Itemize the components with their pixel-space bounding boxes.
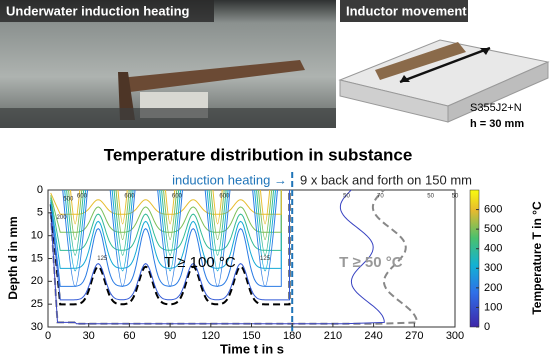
region-label: T ≥ 100 °C xyxy=(164,254,236,271)
thickness: h = 30 mm xyxy=(470,118,524,130)
contour-finger xyxy=(163,189,178,241)
contour-label: 200 xyxy=(57,215,68,221)
contour-finger xyxy=(256,189,275,256)
contour-finger xyxy=(252,189,278,288)
x-tick-label: 30 xyxy=(83,330,95,342)
contour-line xyxy=(50,190,282,233)
x-tick-label: 150 xyxy=(242,330,260,342)
contour-label: 50 xyxy=(427,194,434,200)
contour-finger xyxy=(257,189,273,241)
contour-finger xyxy=(64,189,87,272)
contour-finger xyxy=(62,189,89,288)
contour-finger xyxy=(212,189,223,225)
contour-line xyxy=(50,190,290,301)
y-tick-label: 5 xyxy=(37,207,43,219)
contour-finger xyxy=(208,189,227,256)
y-tick-label: 20 xyxy=(31,275,43,287)
contour-finger xyxy=(109,189,136,288)
label-box xyxy=(0,0,214,22)
contour-label: 600 xyxy=(172,194,183,200)
contour-label: 125 xyxy=(97,256,108,262)
contour-finger xyxy=(157,189,184,288)
photo-label: Inductor movement xyxy=(346,3,467,18)
contour-label: 600 xyxy=(124,194,135,200)
x-tick-label: 60 xyxy=(123,330,135,342)
colorbar-label: Temperature T in °C xyxy=(530,201,544,315)
contour-finger xyxy=(159,189,182,272)
y-tick-label: 0 xyxy=(37,184,43,196)
contour-line xyxy=(50,190,282,269)
contour-label: 600 xyxy=(219,194,230,200)
contour-label: 70 xyxy=(377,194,384,200)
contour-finger xyxy=(115,189,130,241)
label-box xyxy=(340,0,468,22)
contour-finger xyxy=(259,189,271,225)
contour-finger xyxy=(204,189,231,288)
contour-label: 500 xyxy=(63,197,74,203)
y-tick-label: 15 xyxy=(31,252,43,264)
colorbar-tick-label: 100 xyxy=(484,301,502,313)
contour-line xyxy=(50,190,282,215)
contour-finger xyxy=(69,189,81,225)
y-axis-label: Depth d in mm xyxy=(6,216,20,299)
contour-line xyxy=(50,190,282,287)
contour-finger xyxy=(117,189,128,225)
contour-finger xyxy=(164,189,176,225)
x-tick-label: 180 xyxy=(283,330,301,342)
y-tick-label: 25 xyxy=(31,298,43,310)
colorbar xyxy=(469,189,480,328)
contour-line xyxy=(49,190,291,306)
chart-title: Temperature distribution in substance xyxy=(104,145,413,164)
contour-label: 50 xyxy=(343,194,350,200)
photo-label: Underwater induction heating xyxy=(6,3,190,18)
y-tick-label: 30 xyxy=(31,321,43,333)
contour-finger xyxy=(68,189,83,241)
contour-label: 600 xyxy=(77,194,88,200)
x-axis-label: Time t in s xyxy=(220,341,284,356)
colorbar-tick-label: 500 xyxy=(484,223,502,235)
inductor-arm xyxy=(120,60,305,92)
contour-line xyxy=(50,190,282,251)
x-tick-label: 120 xyxy=(202,330,220,342)
contour-finger xyxy=(113,189,132,256)
inductor xyxy=(375,42,466,80)
contour-label: 125 xyxy=(260,256,271,262)
x-tick-label: 270 xyxy=(405,330,423,342)
contour-finger xyxy=(206,189,229,272)
contour-label: 50 xyxy=(452,194,459,200)
x-tick-label: 300 xyxy=(446,330,464,342)
colorbar-tick-label: 0 xyxy=(484,321,490,333)
contour-finger xyxy=(161,189,180,256)
contour-finger xyxy=(210,189,225,241)
region-label: T ≥ 50 °C xyxy=(339,254,403,271)
photo-floor xyxy=(0,108,336,128)
motion-arrow xyxy=(399,46,491,84)
x-tick-label: 90 xyxy=(164,330,176,342)
contour-finger xyxy=(66,189,85,256)
annotation: induction heating → xyxy=(172,172,287,187)
x-tick-label: 240 xyxy=(364,330,382,342)
colorbar-tick-label: 200 xyxy=(484,282,502,294)
x-tick-label: 0 xyxy=(45,330,51,342)
contour-line xyxy=(50,189,385,325)
colorbar-tick-label: 400 xyxy=(484,243,502,255)
y-tick-label: 10 xyxy=(31,230,43,242)
contour-finger xyxy=(254,189,277,272)
annotation: 9 x back and forth on 150 mm xyxy=(300,172,472,187)
plate-side xyxy=(447,61,549,123)
contour-finger xyxy=(111,189,134,272)
material: S355J2+N xyxy=(470,102,522,114)
colorbar-tick-label: 600 xyxy=(484,203,502,215)
colorbar-tick-label: 300 xyxy=(484,262,502,274)
x-tick-label: 210 xyxy=(324,330,342,342)
